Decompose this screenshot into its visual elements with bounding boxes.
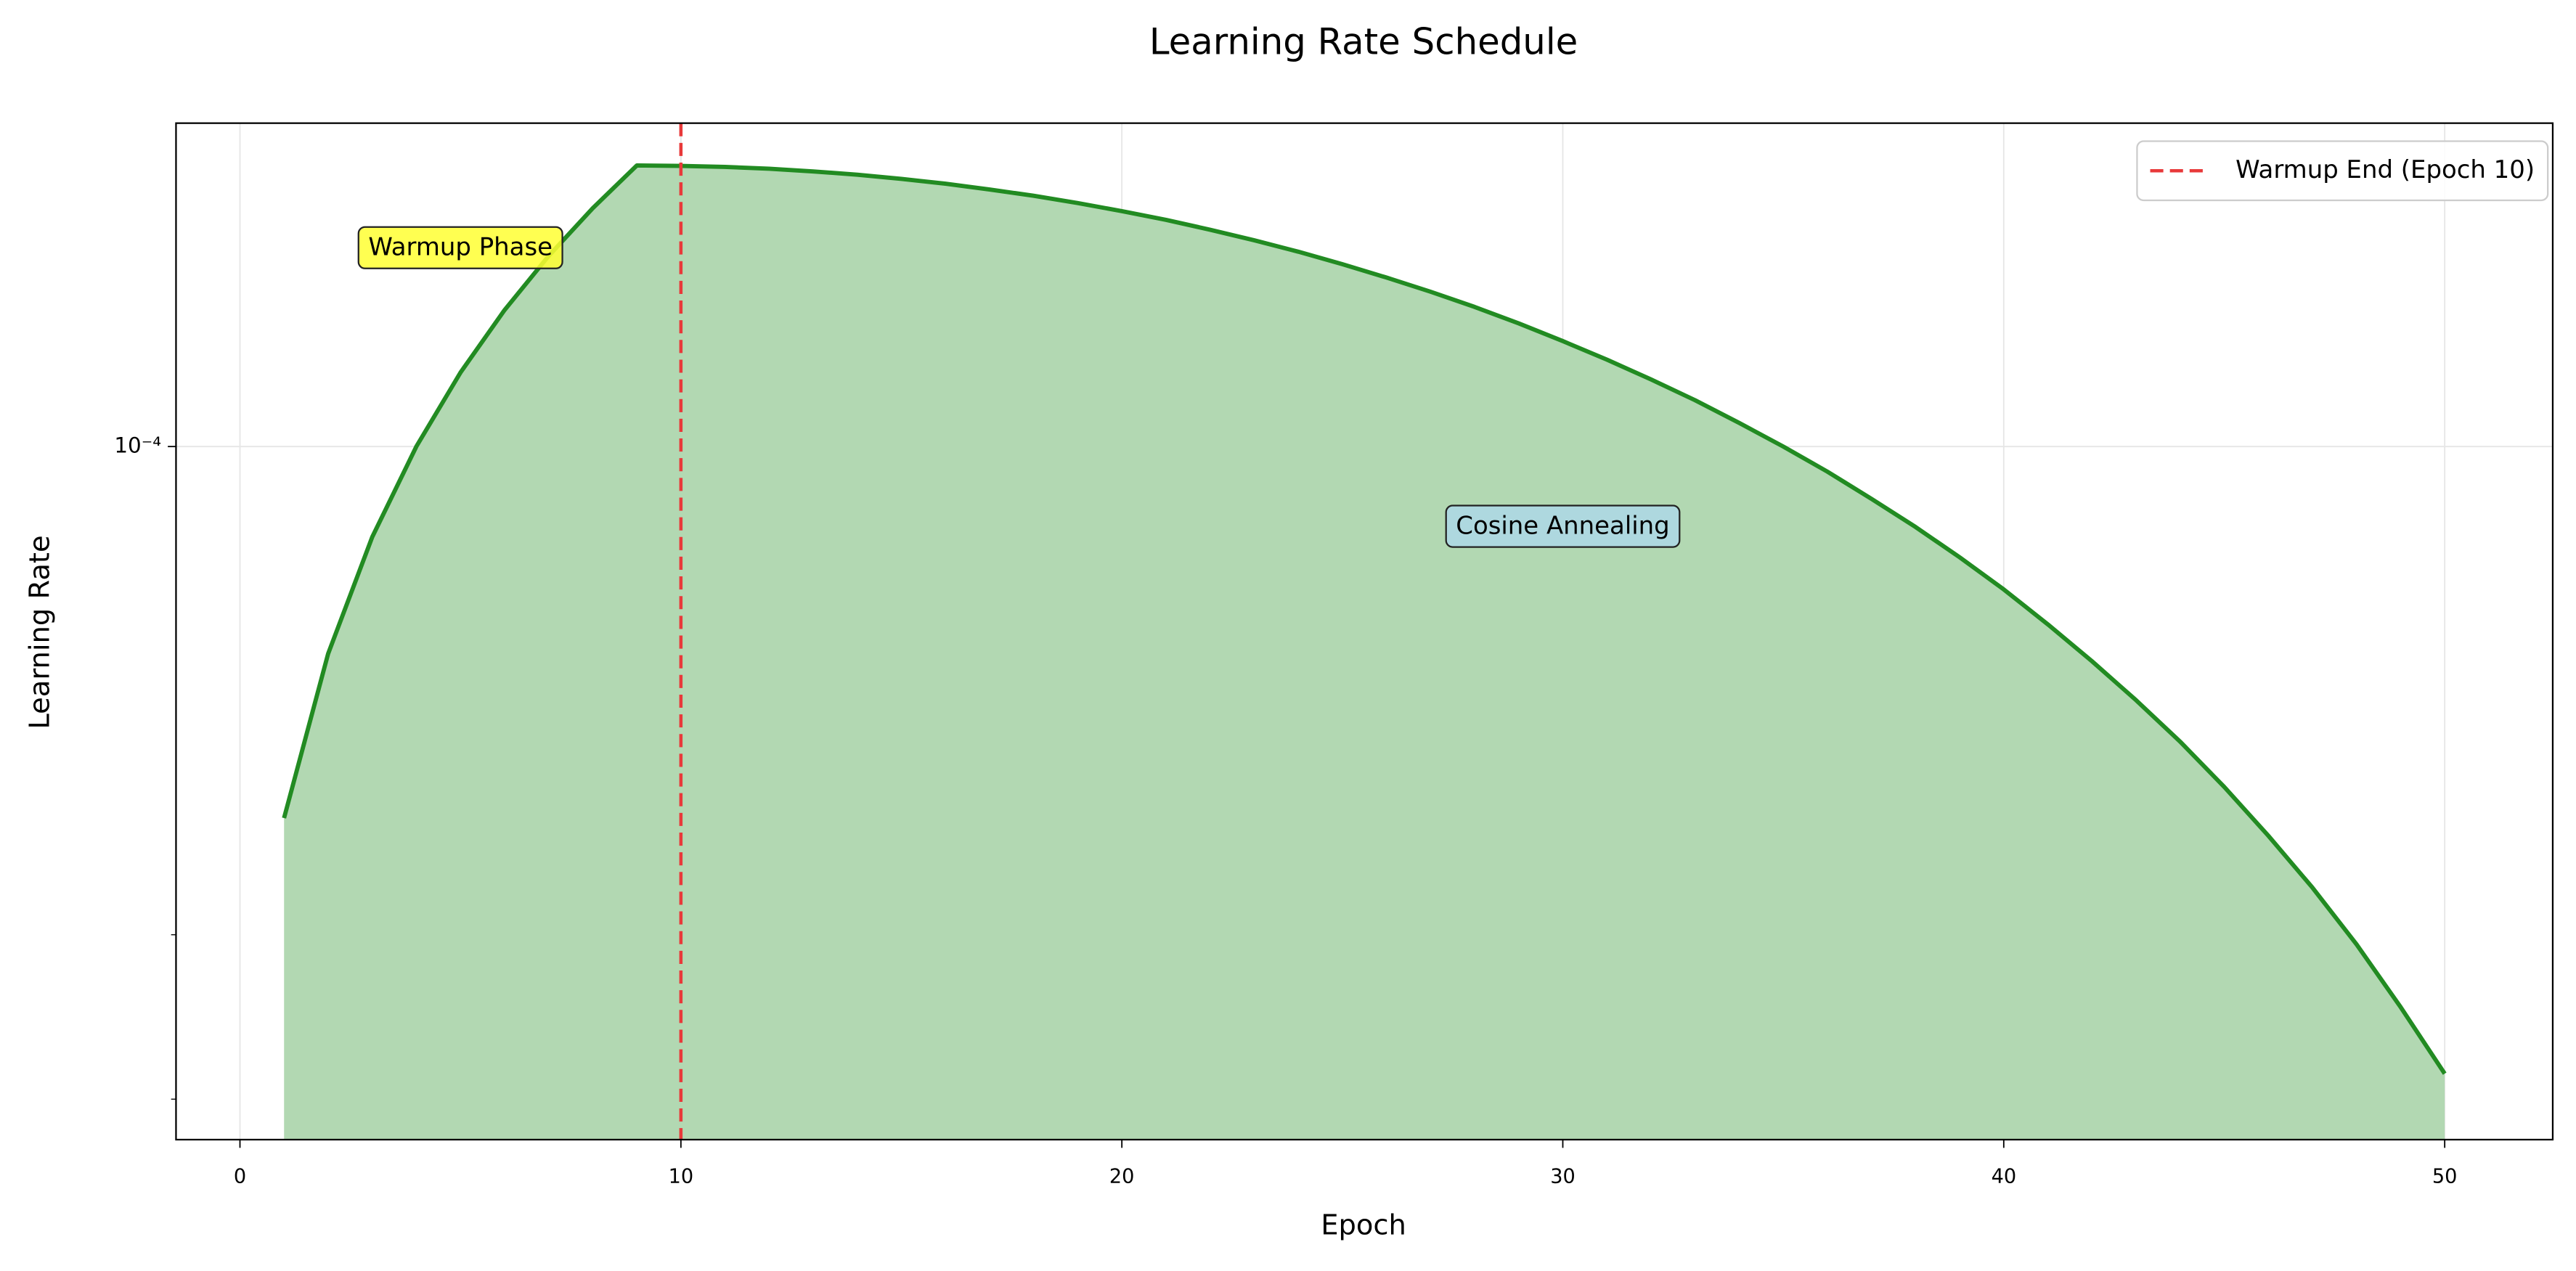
annotation-box: [357, 226, 563, 269]
legend: [2136, 140, 2549, 202]
x-tick-label: 50: [2432, 1166, 2458, 1188]
y-tick-label: 10⁻⁴: [114, 433, 161, 458]
annotation-text: Warmup Phase: [368, 234, 553, 262]
x-tick-label: 20: [1109, 1166, 1135, 1188]
line: [282, 163, 2447, 1075]
annotation-box: [1445, 504, 1681, 548]
x-tick-label: 30: [1550, 1166, 1576, 1188]
plot-frame: [175, 122, 2554, 1141]
y-axis-label: Learning Rate: [23, 535, 56, 729]
x-axis-label: Epoch: [1321, 1209, 1406, 1241]
x-tick-label: 40: [1992, 1166, 2017, 1188]
legend-label: Warmup End (Epoch 10): [2235, 156, 2535, 184]
chart-title: Learning Rate Schedule: [1149, 21, 1578, 63]
x-tick-label: 0: [234, 1166, 246, 1188]
x-tick-label: 10: [669, 1166, 694, 1188]
area: [284, 165, 2445, 1140]
annotation-text: Cosine Annealing: [1456, 512, 1669, 541]
